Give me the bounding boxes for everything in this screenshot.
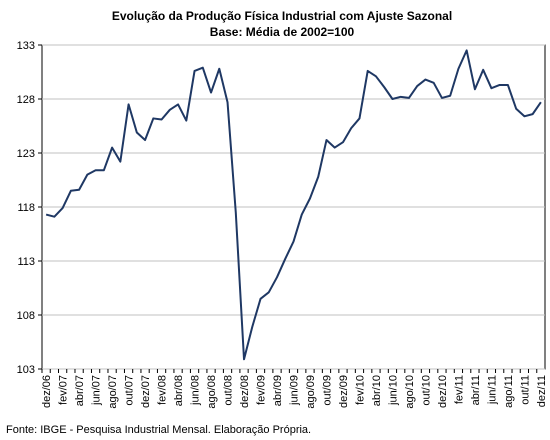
- x-tick-label: fev/07: [58, 375, 70, 405]
- x-tick-label: fev/08: [157, 375, 169, 405]
- x-tick-label: abr/07: [74, 375, 86, 406]
- x-tick-label: abr/11: [470, 375, 482, 405]
- x-tick-label: fev/09: [256, 375, 268, 405]
- x-tick-label: abr/08: [173, 375, 185, 406]
- x-tick-label: out/09: [321, 375, 333, 406]
- y-tick-label: 113: [17, 256, 35, 268]
- chart-subtitle: Base: Média de 2002=100: [210, 25, 355, 39]
- y-tick-label: 123: [17, 148, 35, 160]
- chart-title: Evolução da Produção Física Industrial c…: [112, 9, 452, 23]
- x-tick-label: ago/11: [503, 375, 515, 408]
- data-line: [45, 49, 542, 361]
- x-tick-label: jun/10: [387, 375, 399, 406]
- x-tick-label: out/08: [223, 375, 235, 406]
- x-tick-label: jun/11: [486, 375, 498, 405]
- x-tick-label: ago/10: [404, 375, 416, 409]
- x-tick-label: jun/07: [91, 375, 103, 406]
- x-tick-label: dez/06: [41, 375, 53, 408]
- x-tick-label: jun/08: [190, 375, 202, 406]
- y-tick-label: 118: [17, 202, 35, 214]
- x-tick-label: ago/08: [206, 375, 218, 409]
- y-tick-label: 128: [17, 94, 35, 106]
- x-tick-label: ago/09: [305, 375, 317, 409]
- x-tick-label: dez/09: [338, 375, 350, 408]
- y-tick-label: 103: [17, 364, 35, 376]
- x-tick-label: dez/11: [536, 375, 548, 407]
- source-note: Fonte: IBGE - Pesquisa Industrial Mensal…: [6, 424, 311, 436]
- x-tick-label: dez/10: [437, 375, 449, 408]
- x-tick-label: out/11: [519, 375, 531, 405]
- y-tick-label: 108: [17, 310, 35, 322]
- x-tick-label: out/10: [420, 375, 432, 406]
- x-tick-label: abr/10: [371, 375, 383, 406]
- x-tick-label: out/07: [124, 375, 136, 406]
- x-tick-label: dez/07: [140, 375, 152, 408]
- x-tick-label: jun/09: [289, 375, 301, 406]
- y-tick-label: 133: [17, 40, 35, 52]
- x-tick-label: abr/09: [272, 375, 284, 406]
- x-tick-label: dez/08: [239, 375, 251, 408]
- x-tick-label: ago/07: [107, 375, 119, 409]
- x-tick-label: fev/10: [354, 375, 366, 405]
- x-tick-label: fev/11: [453, 375, 465, 404]
